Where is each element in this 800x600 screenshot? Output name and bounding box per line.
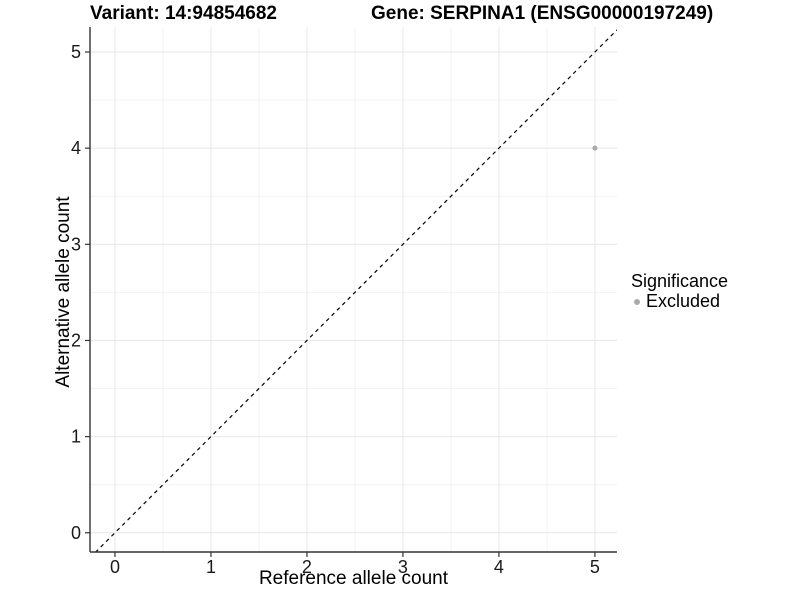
y-tick-label: 2 <box>71 330 81 350</box>
x-tick-label: 5 <box>590 557 600 577</box>
x-tick-label: 0 <box>110 557 120 577</box>
y-tick-label: 5 <box>71 42 81 62</box>
x-tick-label: 4 <box>494 557 504 577</box>
y-tick-label: 3 <box>71 234 81 254</box>
panel-background <box>90 27 617 552</box>
y-tick-label: 0 <box>71 523 81 543</box>
legend: Significance Excluded <box>631 271 728 311</box>
legend-entry-label: Excluded <box>646 291 721 311</box>
y-axis-title: Alternative allele count <box>53 196 74 388</box>
x-tick-label: 1 <box>206 557 216 577</box>
legend-title: Significance <box>631 271 729 291</box>
y-tick-label: 4 <box>71 138 81 158</box>
legend-entry-excluded: Excluded <box>631 292 728 311</box>
y-tick-label: 1 <box>71 427 81 447</box>
data-point <box>592 145 598 151</box>
x-axis-title: Reference allele count <box>258 568 449 589</box>
x-tick-label: 2 <box>302 557 312 577</box>
plot-title-variant: Variant: 14:94854682 <box>90 3 277 24</box>
x-tick-label: 3 <box>398 557 408 577</box>
plot-title-gene: Gene: SERPINA1 (ENSG00000197249) <box>371 3 714 24</box>
identity-reference-line <box>94 29 617 552</box>
legend-point-icon <box>634 298 640 305</box>
